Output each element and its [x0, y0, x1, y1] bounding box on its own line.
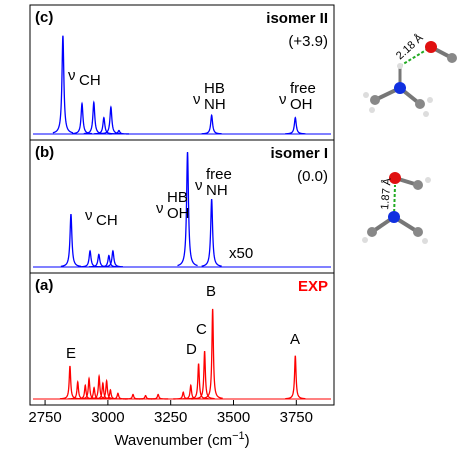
peak [103, 251, 123, 267]
x-axis-title-text: Wavenumber (cm [114, 432, 232, 449]
annotation: D [186, 341, 197, 358]
annotation: ν [195, 177, 203, 194]
panel-title: isomer II [266, 10, 328, 27]
annotation-sup: HB [167, 189, 188, 206]
panel-label: (a) [35, 277, 53, 294]
annotation-sub: CH [96, 212, 118, 229]
annotation: x50 [229, 245, 253, 262]
peak [285, 118, 305, 134]
x-tick-label: 3750 [280, 409, 313, 426]
annotation-sup: HB [204, 80, 225, 97]
panel-title: isomer I [270, 145, 328, 162]
annotation-sub: NH [204, 96, 226, 113]
x-tick-label: 2750 [28, 409, 61, 426]
annotation: ν [68, 67, 76, 84]
molecule-ii: 2.18 Å [363, 31, 457, 117]
annotation-sup: free [206, 166, 232, 183]
distance-label: 2.18 Å [393, 31, 426, 62]
peak [285, 356, 305, 399]
annotation-sub: CH [79, 72, 101, 89]
annotation: A [290, 331, 300, 348]
panel-subtitle: (0.0) [297, 168, 328, 185]
annotation-sub: NH [206, 182, 228, 199]
peak [61, 214, 81, 266]
panel-subtitle: (+3.9) [288, 33, 328, 50]
panel-label: (b) [35, 144, 54, 161]
distance-label: 1.87 Å [378, 177, 394, 210]
annotation: ν [279, 91, 287, 108]
peak [53, 36, 73, 133]
panel-label: (c) [35, 9, 53, 26]
x-tick-label: 3500 [217, 409, 250, 426]
peak [84, 102, 104, 133]
annotation-sub: OH [167, 205, 190, 222]
molecule-i: 1.87 Å [362, 172, 431, 244]
peak [202, 199, 222, 266]
peak [148, 394, 168, 399]
peak [72, 104, 92, 134]
annotation-sup: free [290, 80, 316, 97]
panel-title: EXP [298, 278, 328, 295]
figure: 2.18 Å 1.87 Å (c)isomer II(+3.9)νCHνHBNH… [0, 0, 464, 453]
x-tick-label: 3000 [91, 409, 124, 426]
panel-frame [30, 273, 334, 405]
annotation: C [196, 321, 207, 338]
annotation: ν [193, 91, 201, 108]
peak [202, 115, 222, 133]
x-axis-title: Wavenumber (cm−1) [114, 430, 249, 449]
annotation: B [206, 283, 216, 300]
annotation-sub: OH [290, 96, 313, 113]
x-tick-label: 3250 [154, 409, 187, 426]
annotation: ν [85, 207, 93, 224]
x-axis-title-end: ) [245, 432, 250, 449]
annotation: ν [156, 200, 164, 217]
x-axis-title-sup: −1 [232, 430, 245, 442]
annotation: E [66, 345, 76, 362]
